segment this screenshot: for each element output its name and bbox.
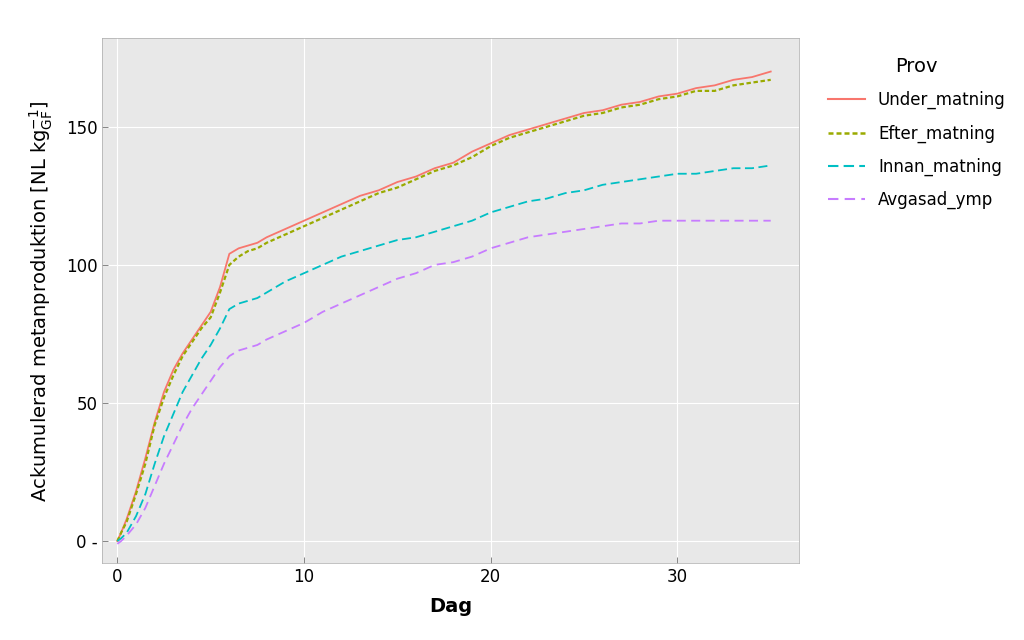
X-axis label: Dag: Dag xyxy=(429,597,472,616)
Y-axis label: Ackumulerad metanproduktion [NL kg$^{-1}_{\mathregular{GF}}$]: Ackumulerad metanproduktion [NL kg$^{-1}… xyxy=(28,100,55,502)
Legend: Under_matning, Efter_matning, Innan_matning, Avgasad_ymp: Under_matning, Efter_matning, Innan_matn… xyxy=(828,57,1006,209)
